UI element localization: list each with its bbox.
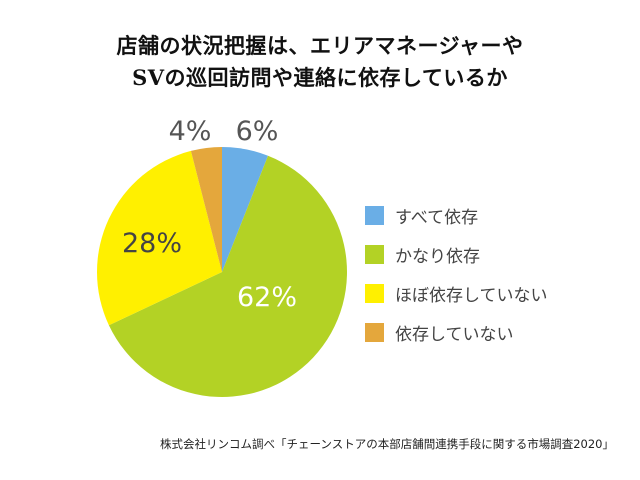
- legend-swatch: [365, 245, 384, 264]
- legend-label: 依存していない: [395, 325, 514, 345]
- chart-title-line2: SVの巡回訪問や連絡に依存しているか: [132, 65, 508, 90]
- pie-slices: [96, 147, 347, 398]
- slice-mostly-dependent: [108, 155, 347, 398]
- source-note: 株式会社リンコム調べ「チェーンストアの本部店舗間連携手段に関する市場調査2020…: [160, 437, 614, 451]
- legend-label: すべて依存: [395, 208, 479, 228]
- legend-item-mostly-dependent: かなり依存: [365, 235, 548, 274]
- legend-item-all-dependent: すべて依存: [365, 196, 548, 235]
- legend-item-not-dependent: 依存していない: [365, 313, 548, 352]
- label-not-dependent: 4%: [169, 116, 212, 147]
- legend-swatch: [365, 284, 384, 303]
- label-all-dependent: 6%: [236, 116, 279, 147]
- chart-title: 店舗の状況把握は、エリアマネージャーや SVの巡回訪問や連絡に依存しているか: [0, 30, 640, 94]
- slice-mostly-not-dependent: [96, 150, 222, 326]
- legend: すべて依存 かなり依存 ほぼ依存していない 依存していない: [365, 196, 548, 352]
- legend-swatch: [365, 323, 384, 342]
- chart-title-line1: 店舗の状況把握は、エリアマネージャーや: [116, 33, 524, 58]
- slice-not-dependent: [190, 147, 222, 272]
- label-mostly-dependent: 62%: [237, 282, 297, 313]
- legend-label: ほぼ依存していない: [395, 286, 548, 306]
- label-mostly-not-dependent: 28%: [122, 228, 182, 259]
- slice-all-dependent: [222, 147, 269, 272]
- legend-swatch: [365, 206, 384, 225]
- legend-label: かなり依存: [395, 247, 480, 267]
- legend-item-mostly-not-dependent: ほぼ依存していない: [365, 274, 548, 313]
